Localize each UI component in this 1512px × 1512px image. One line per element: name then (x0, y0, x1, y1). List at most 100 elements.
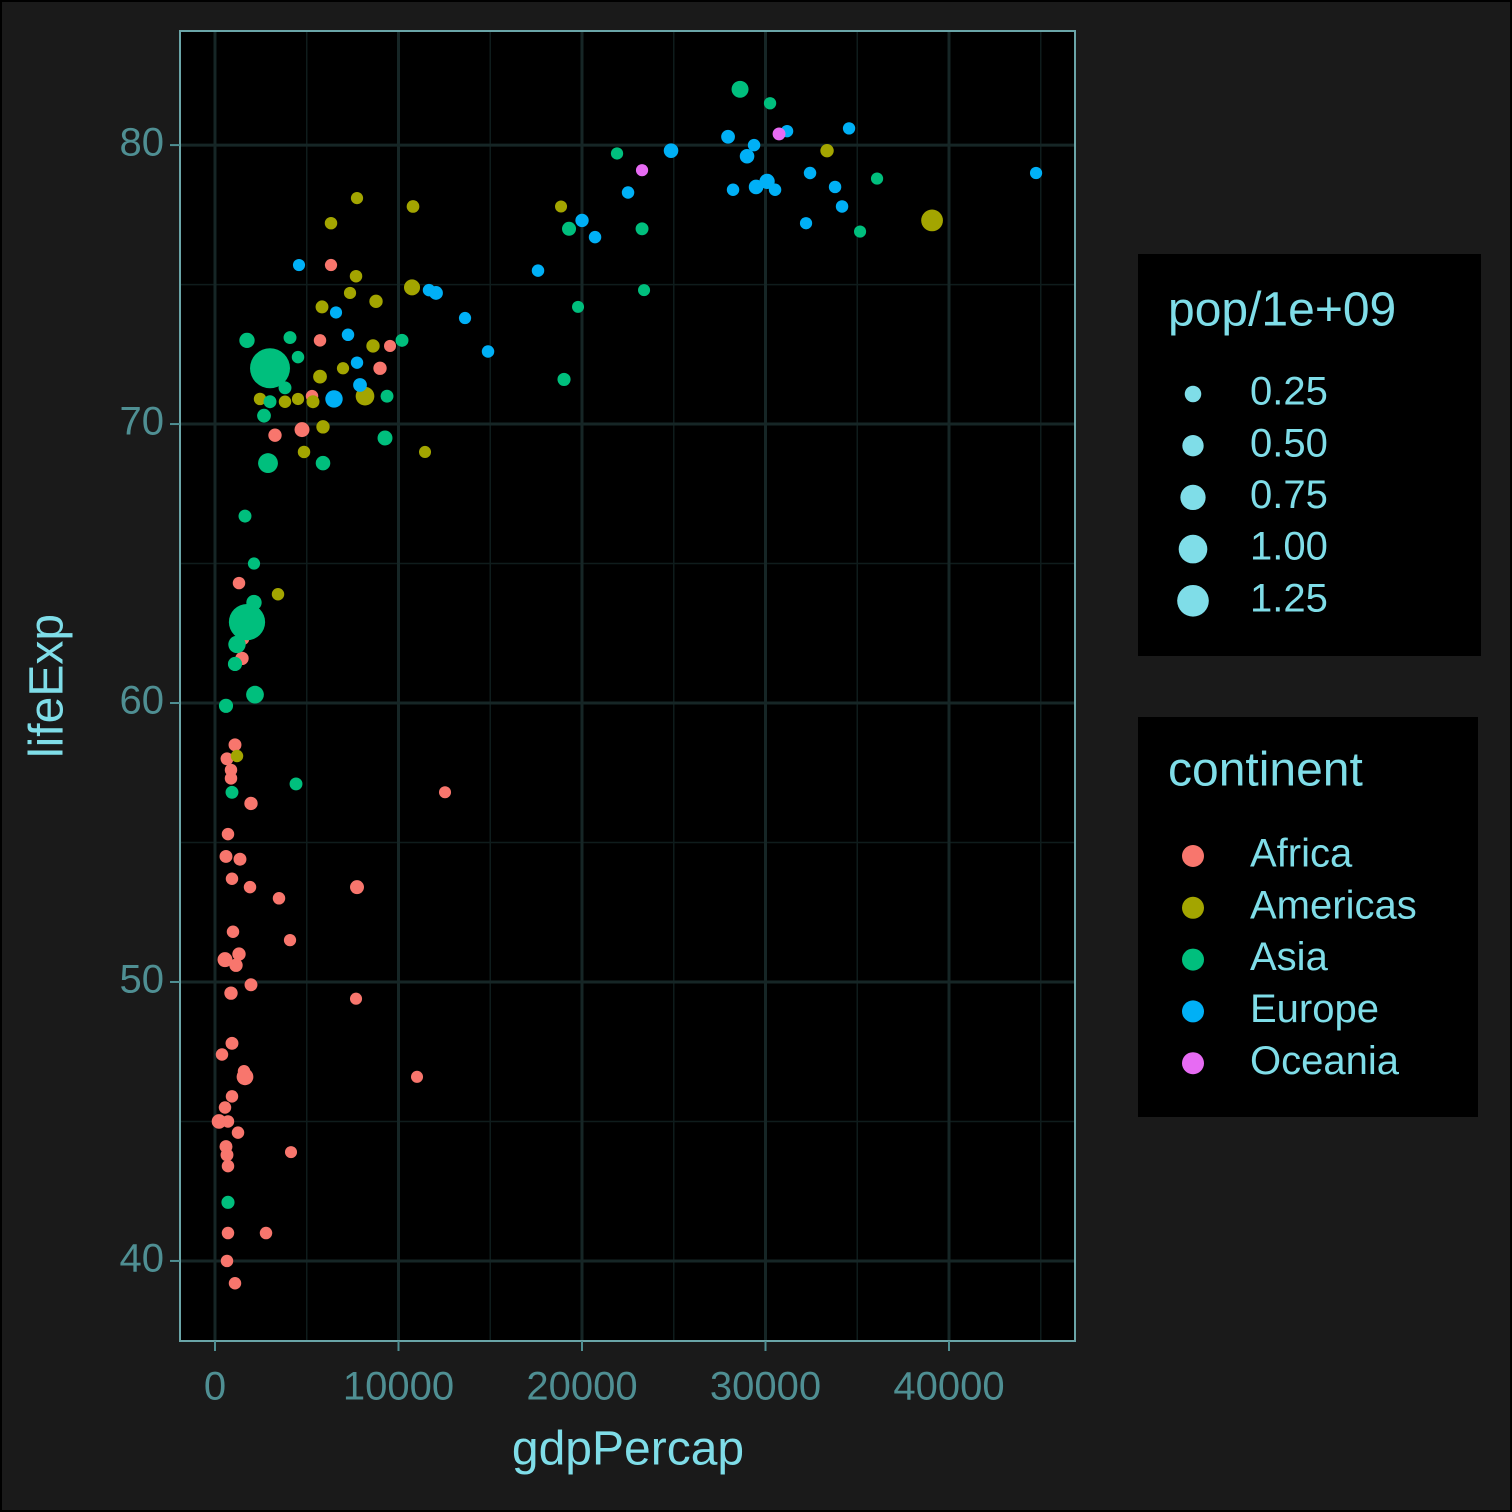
point (244, 978, 258, 992)
point (306, 395, 320, 409)
point (218, 698, 234, 713)
color-legend-label: Africa (1250, 832, 1353, 876)
point (531, 264, 545, 277)
point (315, 455, 331, 471)
point (221, 1159, 235, 1173)
point (292, 258, 306, 272)
point (635, 222, 649, 236)
grid (180, 31, 1075, 1341)
point (227, 656, 243, 672)
point (324, 216, 338, 230)
point (772, 127, 786, 141)
point (726, 183, 740, 196)
point (211, 1114, 227, 1129)
point (610, 147, 624, 160)
point (350, 192, 364, 205)
point (259, 1226, 273, 1240)
y-axis-title: lifeExp (21, 614, 74, 758)
point (225, 1036, 239, 1050)
point (799, 217, 813, 230)
color-legend-key (1182, 896, 1204, 919)
point (820, 143, 834, 158)
point (350, 356, 364, 369)
point (224, 986, 238, 1000)
point (349, 992, 363, 1005)
point (220, 1148, 234, 1162)
point (218, 1101, 232, 1114)
point (228, 635, 246, 654)
color-legend-key (1182, 1000, 1204, 1023)
point (353, 378, 367, 392)
point (247, 557, 261, 570)
point (258, 453, 278, 474)
color-legend-label: Europe (1250, 987, 1379, 1031)
point (870, 172, 884, 185)
point (921, 209, 943, 232)
point (458, 311, 472, 325)
point (284, 1146, 298, 1159)
point (297, 445, 311, 459)
size-legend-label: 1.25 (1250, 576, 1328, 620)
point (410, 1070, 424, 1083)
point (294, 422, 310, 438)
point (418, 445, 432, 458)
size-legend-label: 1.00 (1250, 525, 1328, 569)
panel-border (179, 30, 1076, 1342)
point (215, 1048, 229, 1061)
color-legend-key (1182, 1052, 1204, 1075)
size-legend-key (1182, 435, 1204, 457)
point (403, 279, 421, 296)
point (236, 1068, 254, 1086)
size-legend-key (1178, 534, 1208, 564)
point (638, 284, 651, 297)
point (329, 306, 343, 319)
color-legend-title: continent (1168, 744, 1363, 797)
point (243, 880, 257, 894)
point (230, 749, 244, 763)
point (562, 221, 577, 236)
point (739, 148, 755, 164)
point (225, 785, 239, 799)
x-tick-label: 10000 (343, 1365, 454, 1409)
point (350, 880, 364, 895)
x-tick-label: 20000 (526, 1365, 637, 1409)
point (225, 1090, 239, 1103)
point (366, 339, 380, 353)
point (229, 958, 243, 972)
color-legend-label: Oceania (1250, 1039, 1400, 1083)
size-legend-key (1180, 484, 1206, 511)
point (283, 331, 297, 345)
point (250, 348, 290, 389)
point (315, 300, 329, 314)
point (228, 603, 266, 641)
point (272, 892, 286, 905)
color-legend-key (1182, 845, 1204, 867)
point (228, 738, 242, 752)
point (572, 300, 585, 313)
point (635, 164, 649, 177)
color-legend-label: Asia (1250, 935, 1329, 979)
point (221, 1226, 235, 1240)
point (349, 269, 363, 283)
point (383, 339, 397, 352)
point (803, 166, 817, 180)
point (221, 827, 235, 841)
point (768, 183, 782, 196)
point (271, 587, 285, 601)
point (313, 369, 327, 384)
point (239, 332, 255, 349)
point (263, 395, 277, 409)
point (325, 390, 343, 408)
point (854, 225, 867, 238)
point (289, 777, 303, 791)
point (481, 345, 495, 358)
point (380, 389, 394, 403)
point (283, 934, 297, 947)
y-tick-label: 60 (120, 679, 165, 723)
point (219, 849, 233, 863)
point (257, 408, 271, 423)
size-legend-label: 0.75 (1250, 473, 1328, 517)
point (763, 97, 777, 110)
point (555, 200, 568, 213)
